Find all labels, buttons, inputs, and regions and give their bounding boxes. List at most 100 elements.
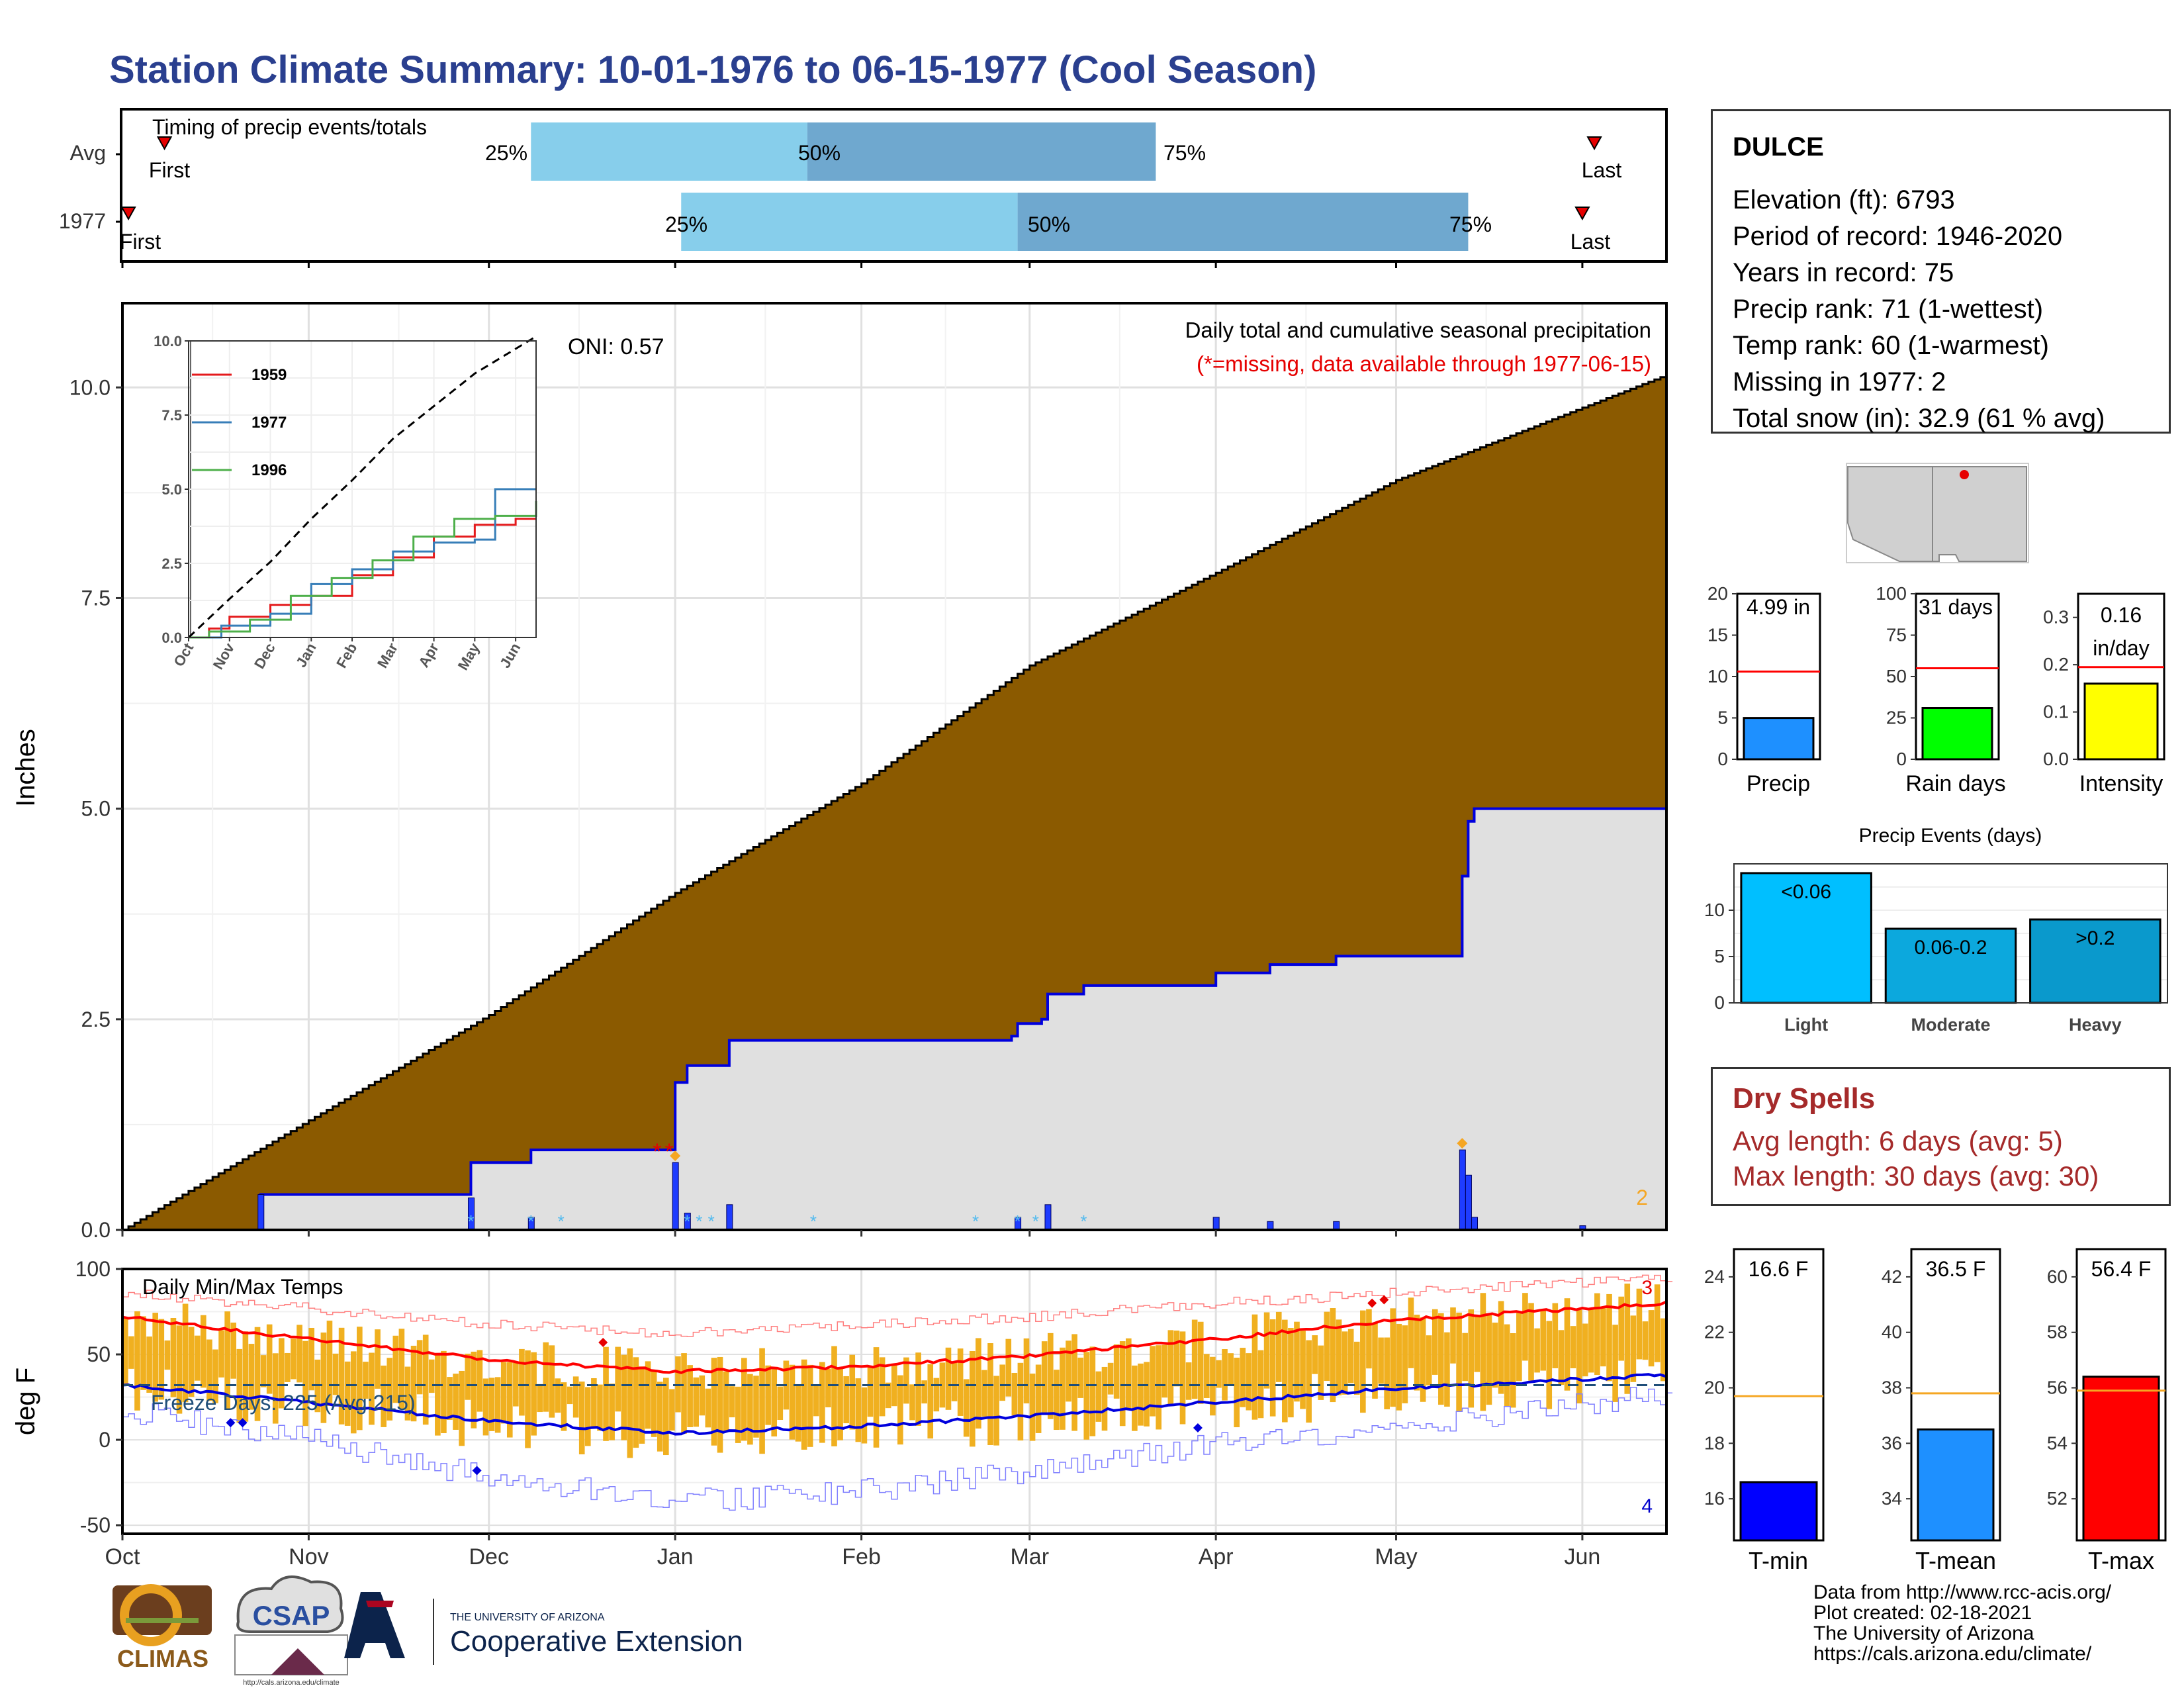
mini-ytick-label: 40 (1882, 1322, 1902, 1342)
daily-temp-bar (506, 1362, 513, 1438)
snow-marker: * (1080, 1211, 1087, 1231)
mini-value-bar (2083, 682, 2159, 761)
daily-temp-bar (939, 1362, 946, 1408)
daily-temp-bar (717, 1356, 723, 1453)
daily-temp-bar (957, 1348, 964, 1416)
daily-temp-bar (681, 1353, 687, 1434)
dry-spells-box: Dry Spells Avg length: 6 days (avg: 5) M… (1711, 1067, 2171, 1206)
daily-temp-bar (615, 1346, 621, 1412)
station-period: Period of record: 1946-2020 (1733, 222, 2063, 251)
observed-cumulative-area (122, 808, 1666, 1230)
daily-temp-bar (392, 1335, 399, 1403)
record-low-marker (1193, 1423, 1203, 1432)
daily-temp-bar (1498, 1301, 1504, 1394)
daily-precip-bar (1212, 1217, 1220, 1231)
inset-legend-label: 1996 (251, 461, 287, 479)
missing-marker: * (664, 1139, 673, 1164)
daily-temp-bar (477, 1350, 483, 1412)
daily-temp-bar (861, 1387, 868, 1444)
tmin-chart: 16 18 20 22 24 (1704, 1248, 1825, 1542)
daily-temp-bar (1438, 1313, 1444, 1405)
tmean-chart: 34 36 38 40 42 (1882, 1248, 2001, 1542)
temp-xtick-label: Dec (469, 1544, 509, 1570)
daily-temp-bar (122, 1317, 128, 1385)
daily-temp-bar (218, 1330, 224, 1378)
mini-value-bar (1917, 1428, 1995, 1542)
daily-temp-bar (170, 1318, 177, 1397)
daily-temp-bar (1486, 1315, 1492, 1405)
daily-temp-bar (236, 1348, 243, 1423)
daily-temp-bar (783, 1360, 790, 1410)
daily-precip-bar (527, 1217, 535, 1231)
snow-marker: * (1015, 1211, 1021, 1231)
mini-ytick-label: 0.1 (2043, 702, 2069, 722)
daily-temp-bar (1552, 1303, 1559, 1368)
daily-temp-bar (1197, 1321, 1204, 1404)
daily-temp-bar (843, 1376, 849, 1424)
daily-temp-bar (1089, 1346, 1096, 1436)
ua-big-text: Cooperative Extension (450, 1625, 743, 1658)
mini-ytick-label: 5 (1717, 708, 1728, 728)
daily-temp-bar (1275, 1311, 1282, 1382)
daily-temp-bar (375, 1329, 381, 1389)
first-marker (156, 136, 173, 151)
daily-temp-bar (735, 1386, 741, 1443)
daily-temp-bar (572, 1376, 579, 1418)
daily-temp-bar (1558, 1330, 1565, 1385)
daily-temp-bar (819, 1362, 825, 1443)
inset-xtick-label: Dec (251, 640, 279, 671)
mini-ytick-label: 16 (1704, 1488, 1725, 1509)
daily-temp-bar (1618, 1296, 1625, 1361)
temp-ytick-label: 0 (99, 1428, 111, 1452)
station-temp-rank: Temp rank: 60 (1-warmest) (1733, 331, 2049, 360)
daily-temp-bar (459, 1370, 465, 1446)
daily-temp-bar (903, 1357, 909, 1404)
rain-days-chart: 0 25 50 75 100 (1876, 583, 2000, 769)
inset-legend-label: 1959 (251, 366, 287, 384)
mini-ytick-label: 20 (1707, 583, 1728, 604)
daily-temp-bar (837, 1368, 843, 1440)
daily-temp-bar (188, 1327, 195, 1397)
events-ytick-label: 5 (1714, 946, 1725, 966)
mini-ytick-label: 10 (1707, 666, 1728, 686)
daily-temp-bar (1492, 1323, 1498, 1388)
inset-series-1996 (189, 500, 537, 639)
temp-xtick-label: Mar (1010, 1544, 1049, 1570)
daily-temp-bar (158, 1319, 165, 1400)
mini-ytick-label: 0.2 (2043, 654, 2069, 675)
main-grid (121, 303, 1666, 1231)
oni-label: ONI: 0.57 (568, 334, 664, 359)
daily-temp-bar (1216, 1360, 1222, 1388)
rain-days-label: Rain days (1905, 771, 2005, 796)
credit-url: https://cals.arizona.edu/climate/ (1813, 1643, 2092, 1665)
daily-temp-bar (771, 1368, 778, 1436)
temp-axes: -50 0 50 100 Oct Nov Dec Jan Feb Mar Apr May Jun (75, 1257, 1601, 1570)
daily-temp-bar (687, 1365, 693, 1427)
daily-temp-bar (1426, 1335, 1432, 1385)
events-bar-label: >0.2 (2075, 927, 2115, 949)
daily-temp-bar (224, 1311, 230, 1409)
daily-temp-bar (777, 1386, 784, 1421)
timing-title: Timing of precip events/totals (152, 115, 427, 139)
temp-grid (121, 1268, 1666, 1534)
daily-temp-bar (1083, 1352, 1090, 1440)
events-category-label: Heavy (2069, 1015, 2122, 1035)
tmean-value: 36.5 F (1926, 1257, 1986, 1281)
mini-ytick-label: 56 (2047, 1378, 2068, 1398)
daily-temp-bar (441, 1350, 447, 1434)
inset-legend-label: 1977 (251, 414, 287, 432)
daily-temp-bar (525, 1350, 531, 1448)
daily-temp-bar (435, 1354, 441, 1436)
daily-temp-bar (1510, 1333, 1516, 1408)
temp-ytick-label: 50 (87, 1342, 111, 1366)
daily-temp-bar (1624, 1284, 1631, 1394)
record-max-line (122, 1274, 1673, 1338)
y1977-q25-label: 25% (665, 212, 707, 236)
snow-marker: * (527, 1211, 534, 1231)
daily-temp-bar (1161, 1344, 1168, 1398)
daily-temp-bar (1294, 1321, 1300, 1402)
daily-temp-bar (1660, 1318, 1666, 1382)
daily-temp-bar (500, 1362, 507, 1424)
daily-temp-bar (537, 1383, 543, 1413)
daily-temp-bar (1414, 1315, 1420, 1391)
